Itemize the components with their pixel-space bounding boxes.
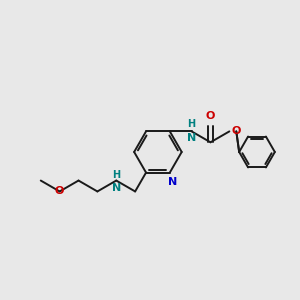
- Text: O: O: [206, 112, 215, 122]
- Text: N: N: [112, 182, 121, 193]
- Text: N: N: [168, 176, 177, 187]
- Text: N: N: [187, 134, 196, 143]
- Text: O: O: [55, 186, 64, 197]
- Text: H: H: [188, 119, 196, 129]
- Text: O: O: [231, 126, 241, 136]
- Text: H: H: [112, 169, 120, 180]
